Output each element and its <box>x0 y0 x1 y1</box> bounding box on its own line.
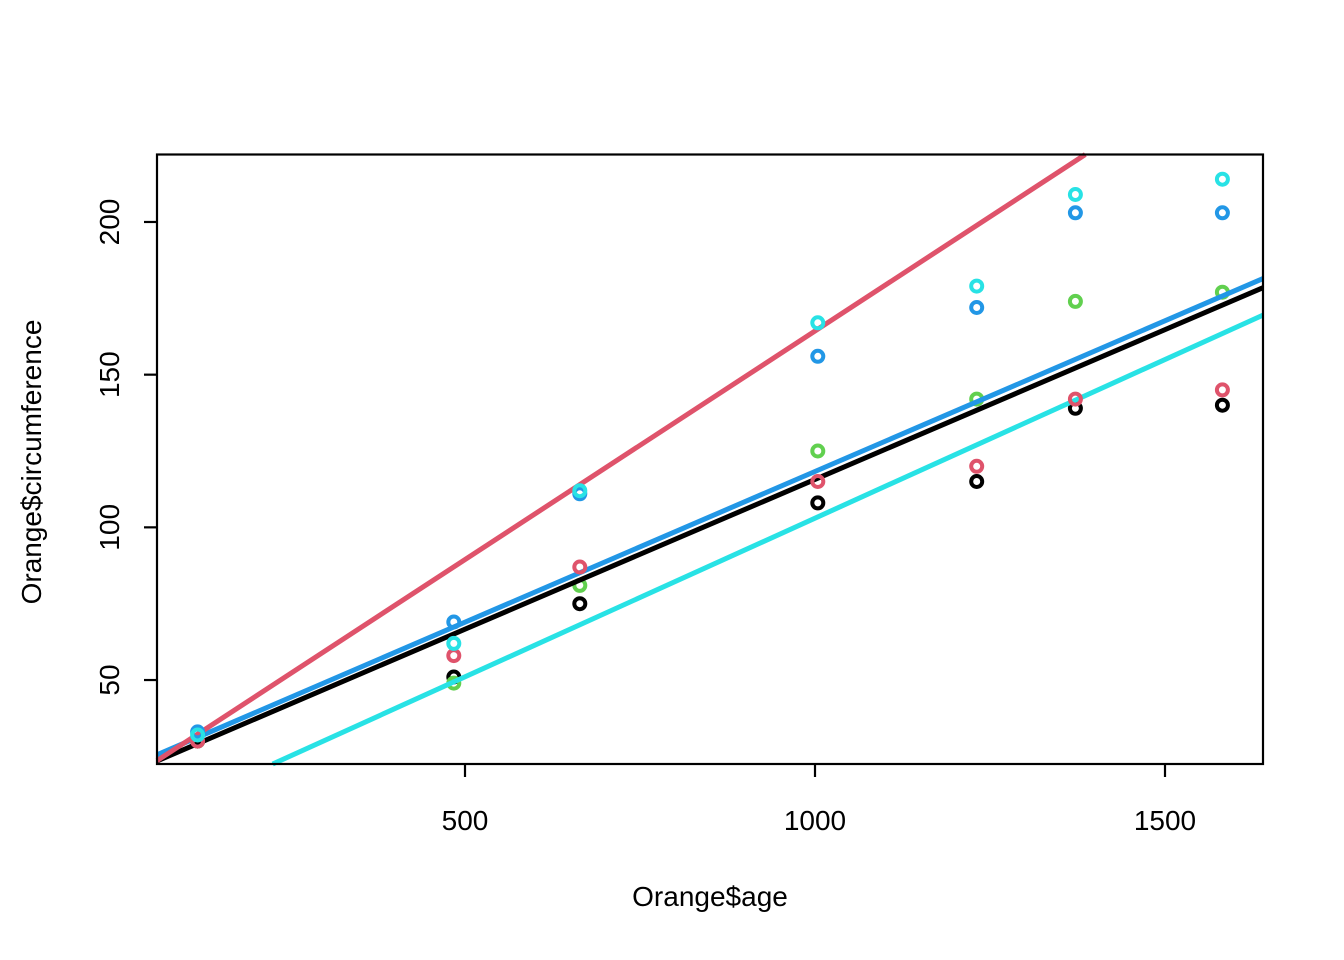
tree-red-points <box>446 648 462 664</box>
fit-line-red <box>155 152 1087 763</box>
tree-cyan-points <box>446 635 462 651</box>
tree-red-points <box>1214 382 1230 398</box>
fit-lines <box>155 152 1265 767</box>
fit-line-cyan <box>271 312 1265 767</box>
y-axis-title: Orange$circumference <box>16 319 47 605</box>
tree-blue-points <box>969 300 985 315</box>
tree-black-points <box>1214 397 1230 413</box>
fit-line-blue <box>156 276 1264 758</box>
tree-blue-points <box>1214 205 1230 221</box>
tree-black-points <box>810 495 826 511</box>
tree-cyan-points <box>572 483 588 499</box>
tree-red-points <box>1067 391 1083 407</box>
y-tick-label: 50 <box>94 664 125 695</box>
tree-cyan-points <box>190 727 206 743</box>
tree-cyan-points <box>810 315 826 331</box>
tree-green-points <box>1067 293 1083 309</box>
tree-red-points <box>969 458 985 474</box>
tree-blue-points <box>1067 205 1083 221</box>
y-tick-label: 150 <box>94 351 125 398</box>
tree-red-points <box>572 559 588 575</box>
tree-green-points <box>810 443 826 459</box>
plot-box <box>155 153 1265 766</box>
axes: 500 1000 1500 50 100 150 200 <box>94 153 1265 836</box>
x-tick-label: 1500 <box>1134 805 1196 836</box>
tree-black-points <box>572 596 588 612</box>
tree-cyan-points <box>1067 187 1083 202</box>
x-tick-label: 500 <box>442 805 489 836</box>
y-tick-label: 100 <box>94 504 125 551</box>
tree-blue-points <box>446 614 462 630</box>
tree-red-points <box>810 474 826 489</box>
tree-cyan-points <box>1214 171 1230 187</box>
y-tick-label: 200 <box>94 199 125 246</box>
x-axis-title: Orange$age <box>632 881 788 912</box>
x-tick-label: 1000 <box>784 805 846 836</box>
fit-line-black <box>156 285 1264 764</box>
tree-cyan-points <box>969 278 985 294</box>
tree-black-points <box>969 474 985 489</box>
points-over-lines <box>190 171 1230 749</box>
tree-blue-points <box>810 348 826 364</box>
